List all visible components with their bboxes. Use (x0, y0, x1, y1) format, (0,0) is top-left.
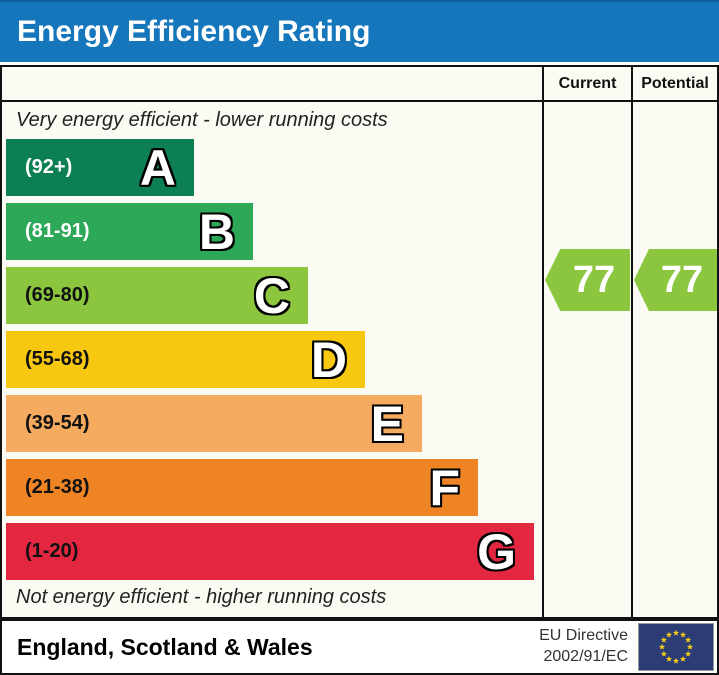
note-not-efficient: Not energy efficient - higher running co… (16, 586, 387, 608)
footer: England, Scotland & Wales EU Directive 2… (0, 619, 719, 675)
band-a-letter: A (139, 139, 176, 196)
column-divider (542, 67, 544, 617)
band-b-range: (81-91) (25, 220, 90, 242)
column-divider (631, 67, 633, 617)
band-g-letter: G (477, 523, 516, 580)
band-c: (69-80) C (6, 267, 308, 324)
column-header-current: Current (558, 74, 617, 92)
header-divider (2, 100, 717, 102)
band-d-range: (55-68) (25, 348, 90, 370)
potential-rating-value: 77 (660, 258, 704, 301)
band-e: (39-54) E (6, 395, 422, 452)
current-rating-value: 77 (572, 258, 616, 301)
band-e-range: (39-54) (25, 412, 90, 434)
region-label: England, Scotland & Wales (17, 633, 313, 660)
band-a-range: (92+) (25, 156, 73, 178)
band-b-letter: B (198, 203, 235, 260)
band-g-range: (1-20) (25, 540, 79, 562)
footer-right-group: EU Directive 2002/91/EC (539, 623, 717, 671)
page-title: Energy Efficiency Rating (17, 15, 371, 48)
eu-directive-label: EU Directive 2002/91/EC (539, 626, 628, 668)
band-b: (81-91) B (6, 203, 253, 260)
band-c-range: (69-80) (25, 284, 90, 306)
eu-directive-line2: 2002/91/EC (543, 648, 628, 665)
band-f-letter: F (429, 459, 460, 516)
band-a: (92+) A (6, 139, 194, 196)
eu-flag-icon (638, 623, 714, 671)
band-e-letter: E (370, 395, 404, 452)
band-f: (21-38) F (6, 459, 478, 516)
rating-table: Current Potential Very energy efficient … (0, 65, 719, 619)
column-header-potential: Potential (641, 74, 709, 92)
eu-directive-line1: EU Directive (539, 627, 628, 645)
band-d: (55-68) D (6, 331, 365, 388)
title-bar: Energy Efficiency Rating (0, 0, 719, 62)
band-g: (1-20) G (6, 523, 534, 580)
band-c-letter: C (253, 267, 290, 324)
potential-rating-arrow: 77 (634, 249, 717, 311)
band-f-range: (21-38) (25, 476, 90, 498)
note-very-efficient: Very energy efficient - lower running co… (16, 109, 388, 131)
band-d-letter: D (310, 331, 347, 388)
current-rating-arrow: 77 (545, 249, 630, 311)
